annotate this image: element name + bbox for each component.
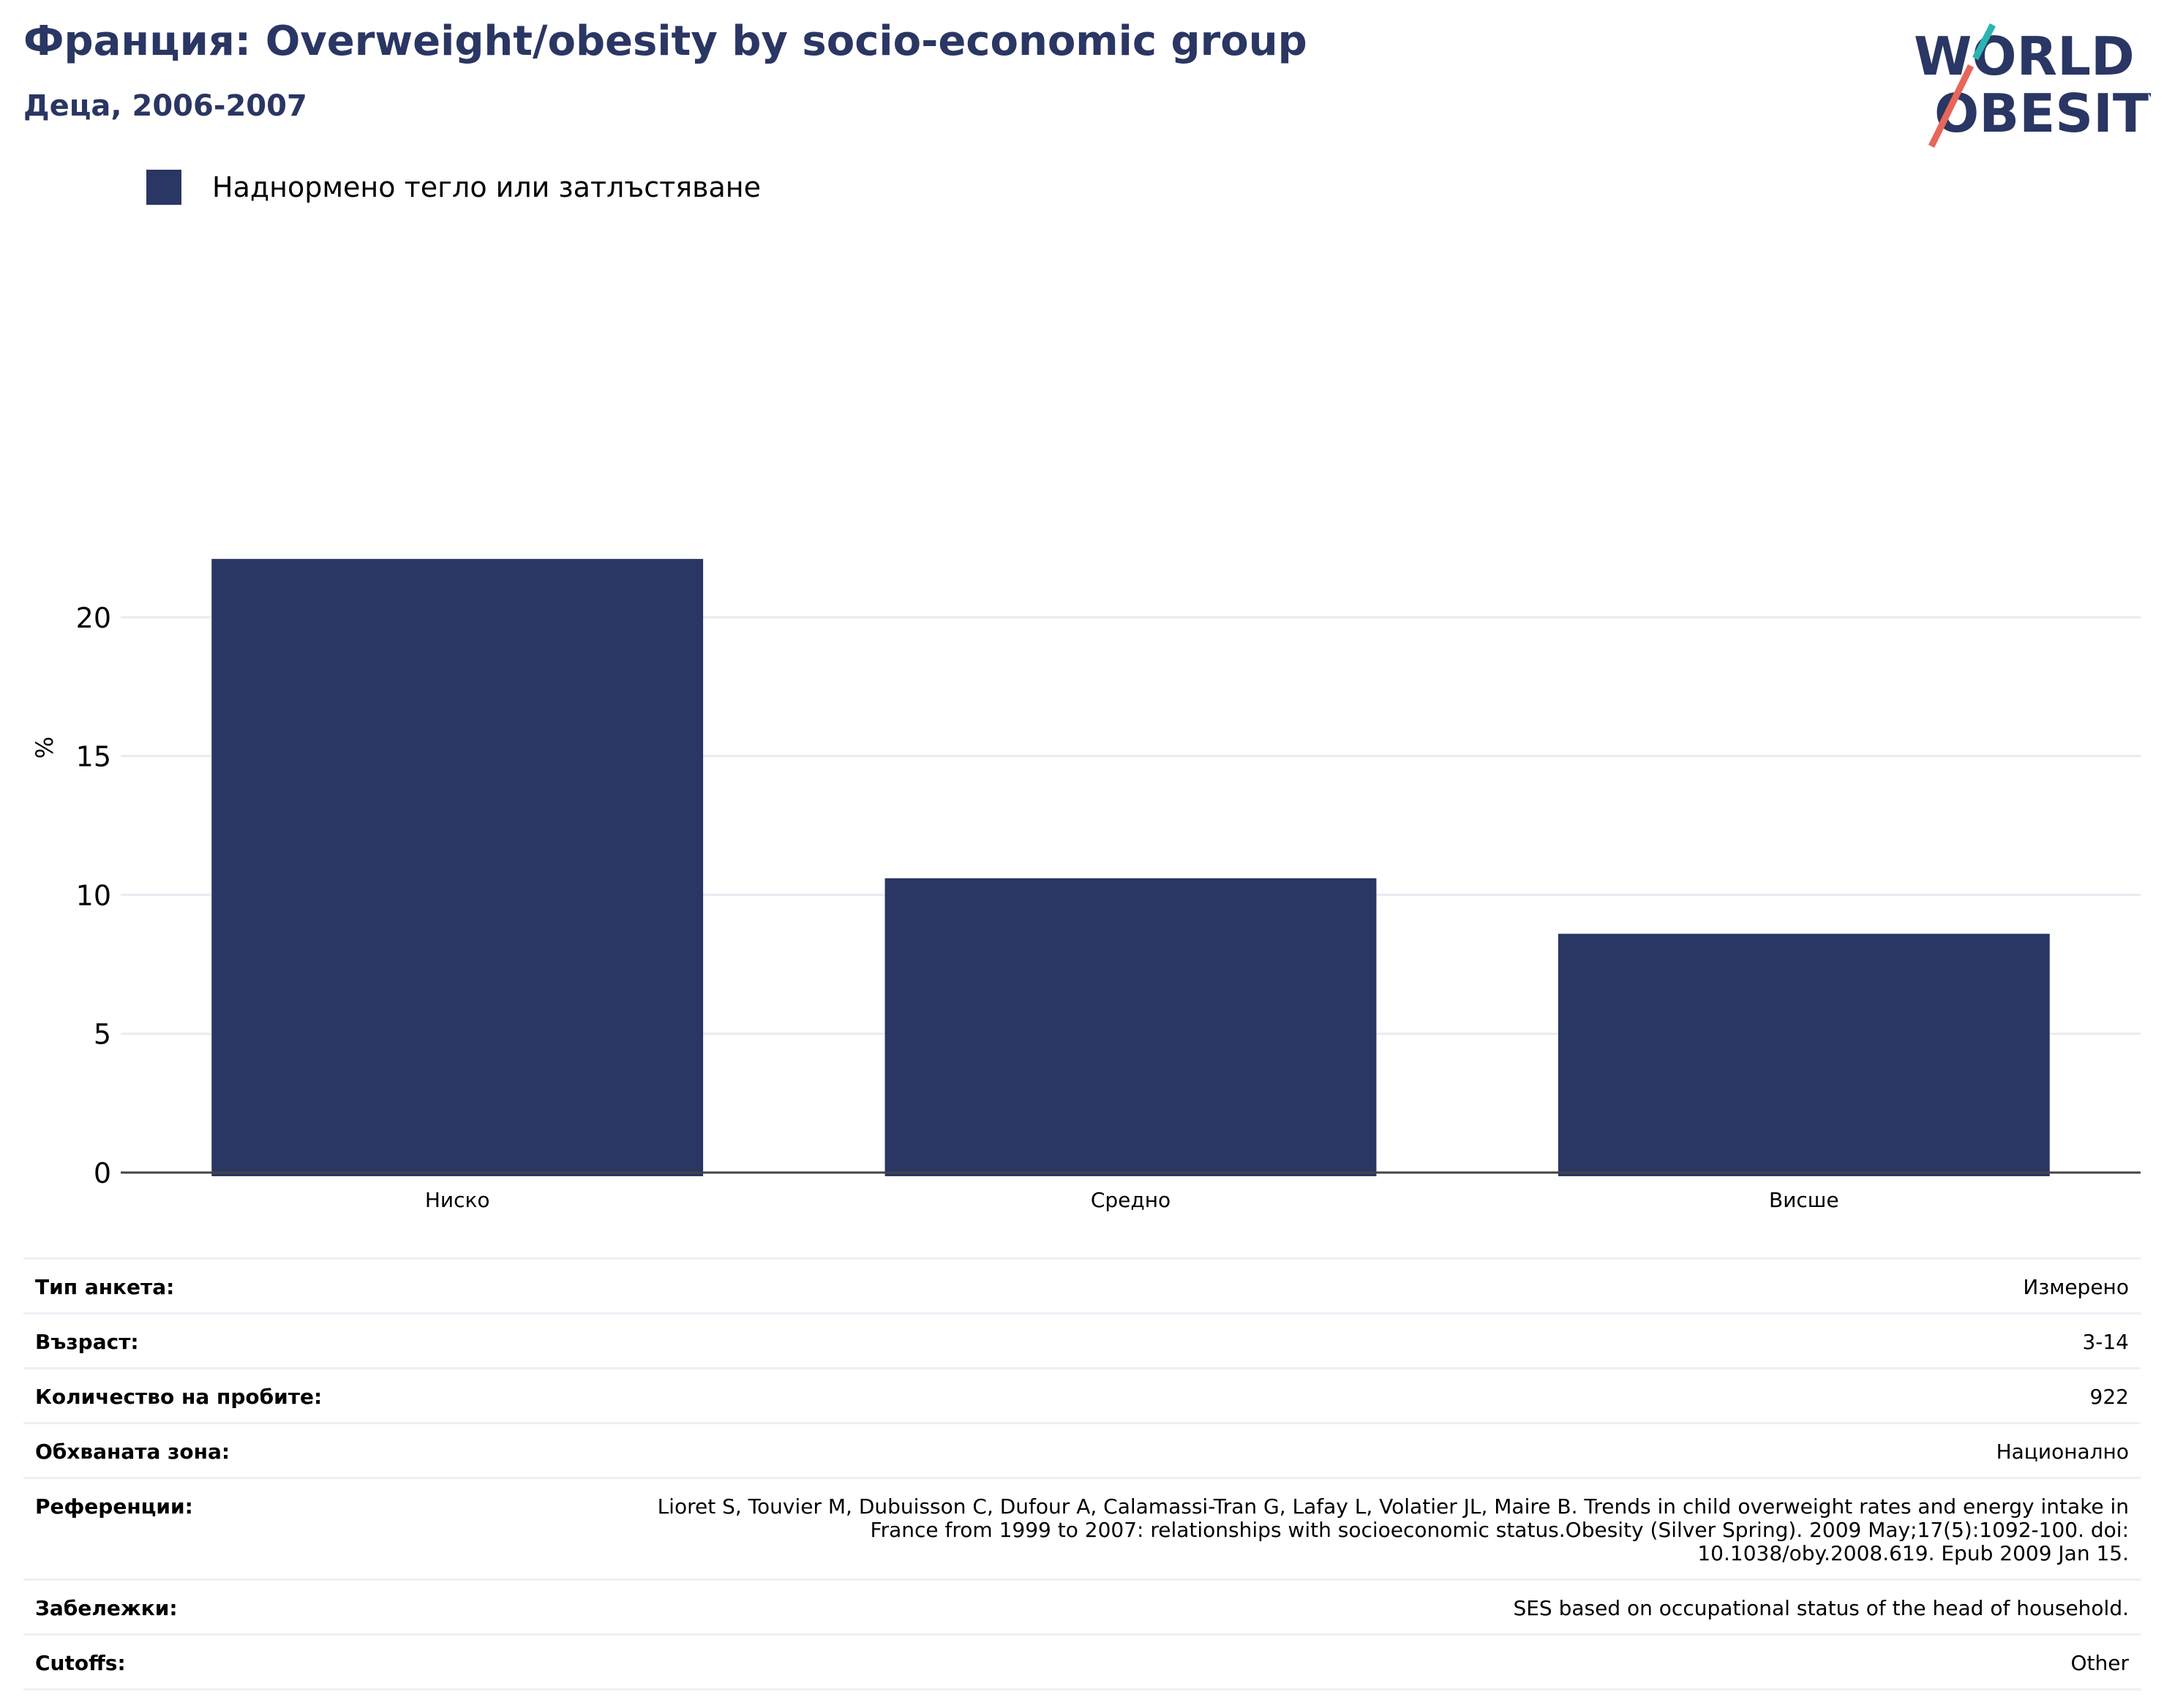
chart-title: Франция: Overweight/obesity by socio-eco… — [23, 18, 1307, 65]
x-tick-label: Ниско — [425, 1188, 490, 1212]
x-tick-label: Средно — [1091, 1188, 1171, 1212]
metadata-value: 922 — [2089, 1385, 2129, 1409]
y-tick-label: 0 — [94, 1157, 111, 1189]
metadata-value: Измерено — [2023, 1275, 2129, 1299]
metadata-value: 3-14 — [2082, 1330, 2129, 1354]
bars — [211, 559, 2050, 1176]
metadata-row: Забележки: SES based on occupational stat… — [23, 1579, 2141, 1633]
y-tick-label: 10 — [76, 879, 111, 911]
metadata-row: Обхваната зона: Национално — [23, 1422, 2141, 1477]
metadata-label: Обхваната зона: — [35, 1440, 230, 1464]
metadata-value: SES based on occupational status of the … — [1513, 1596, 2129, 1620]
y-axis-label: % — [31, 737, 59, 759]
y-axis-ticks: 0 5 10 15 20 — [76, 602, 111, 1189]
y-tick-label: 20 — [76, 602, 111, 634]
legend-label: Наднормено тегло или затлъстяване — [212, 171, 761, 203]
logo-line2: OBESITY — [1934, 83, 2151, 144]
logo-line1: WORLD — [1914, 26, 2135, 87]
bar — [1558, 933, 2050, 1176]
bar — [211, 559, 704, 1176]
metadata-row: Тип анкета: Измерено — [23, 1257, 2141, 1312]
metadata-table: Тип анкета: Измерено Възраст: 3-14 Количеств… — [23, 1257, 2141, 1690]
legend: Наднормено тегло или затлъстяване — [146, 170, 761, 205]
metadata-label: Тип анкета: — [35, 1275, 175, 1299]
metadata-row: Референции: Lioret S, Touvier M, Dubuisso… — [23, 1477, 2141, 1579]
metadata-label: Количество на пробите: — [35, 1385, 323, 1409]
metadata-value: Other — [2070, 1651, 2129, 1675]
metadata-label: Cutoffs: — [35, 1651, 126, 1675]
metadata-row: Възраст: 3-14 — [23, 1312, 2141, 1367]
logo-slash-red — [1928, 64, 1975, 148]
metadata-value: Национално — [1996, 1440, 2129, 1464]
y-tick-label: 5 — [94, 1018, 111, 1050]
logo-slash-teal — [1972, 23, 1996, 61]
metadata-value: Lioret S, Touvier M, Dubuisson C, Dufour… — [657, 1494, 2129, 1565]
metadata-row: Количество на пробите: 922 — [23, 1367, 2141, 1422]
x-tick-label: Висше — [1769, 1188, 1839, 1212]
metadata-label: Забележки: — [35, 1596, 178, 1620]
y-tick-label: 15 — [76, 741, 111, 773]
bar-chart: 0 5 10 15 20 Ниско Средно Висше % — [31, 559, 2141, 1212]
metadata-row: Cutoffs: Other — [23, 1633, 2141, 1690]
metadata-label: Възраст: — [35, 1330, 139, 1354]
chart-subtitle: Деца, 2006-2007 — [23, 89, 307, 123]
bar — [884, 878, 1377, 1176]
x-axis-ticks: Ниско Средно Висше — [425, 1188, 1839, 1212]
world-obesity-logo: WORLD OBESITY — [1914, 23, 2151, 148]
metadata-label: Референции: — [35, 1494, 193, 1519]
legend-swatch — [146, 170, 181, 205]
